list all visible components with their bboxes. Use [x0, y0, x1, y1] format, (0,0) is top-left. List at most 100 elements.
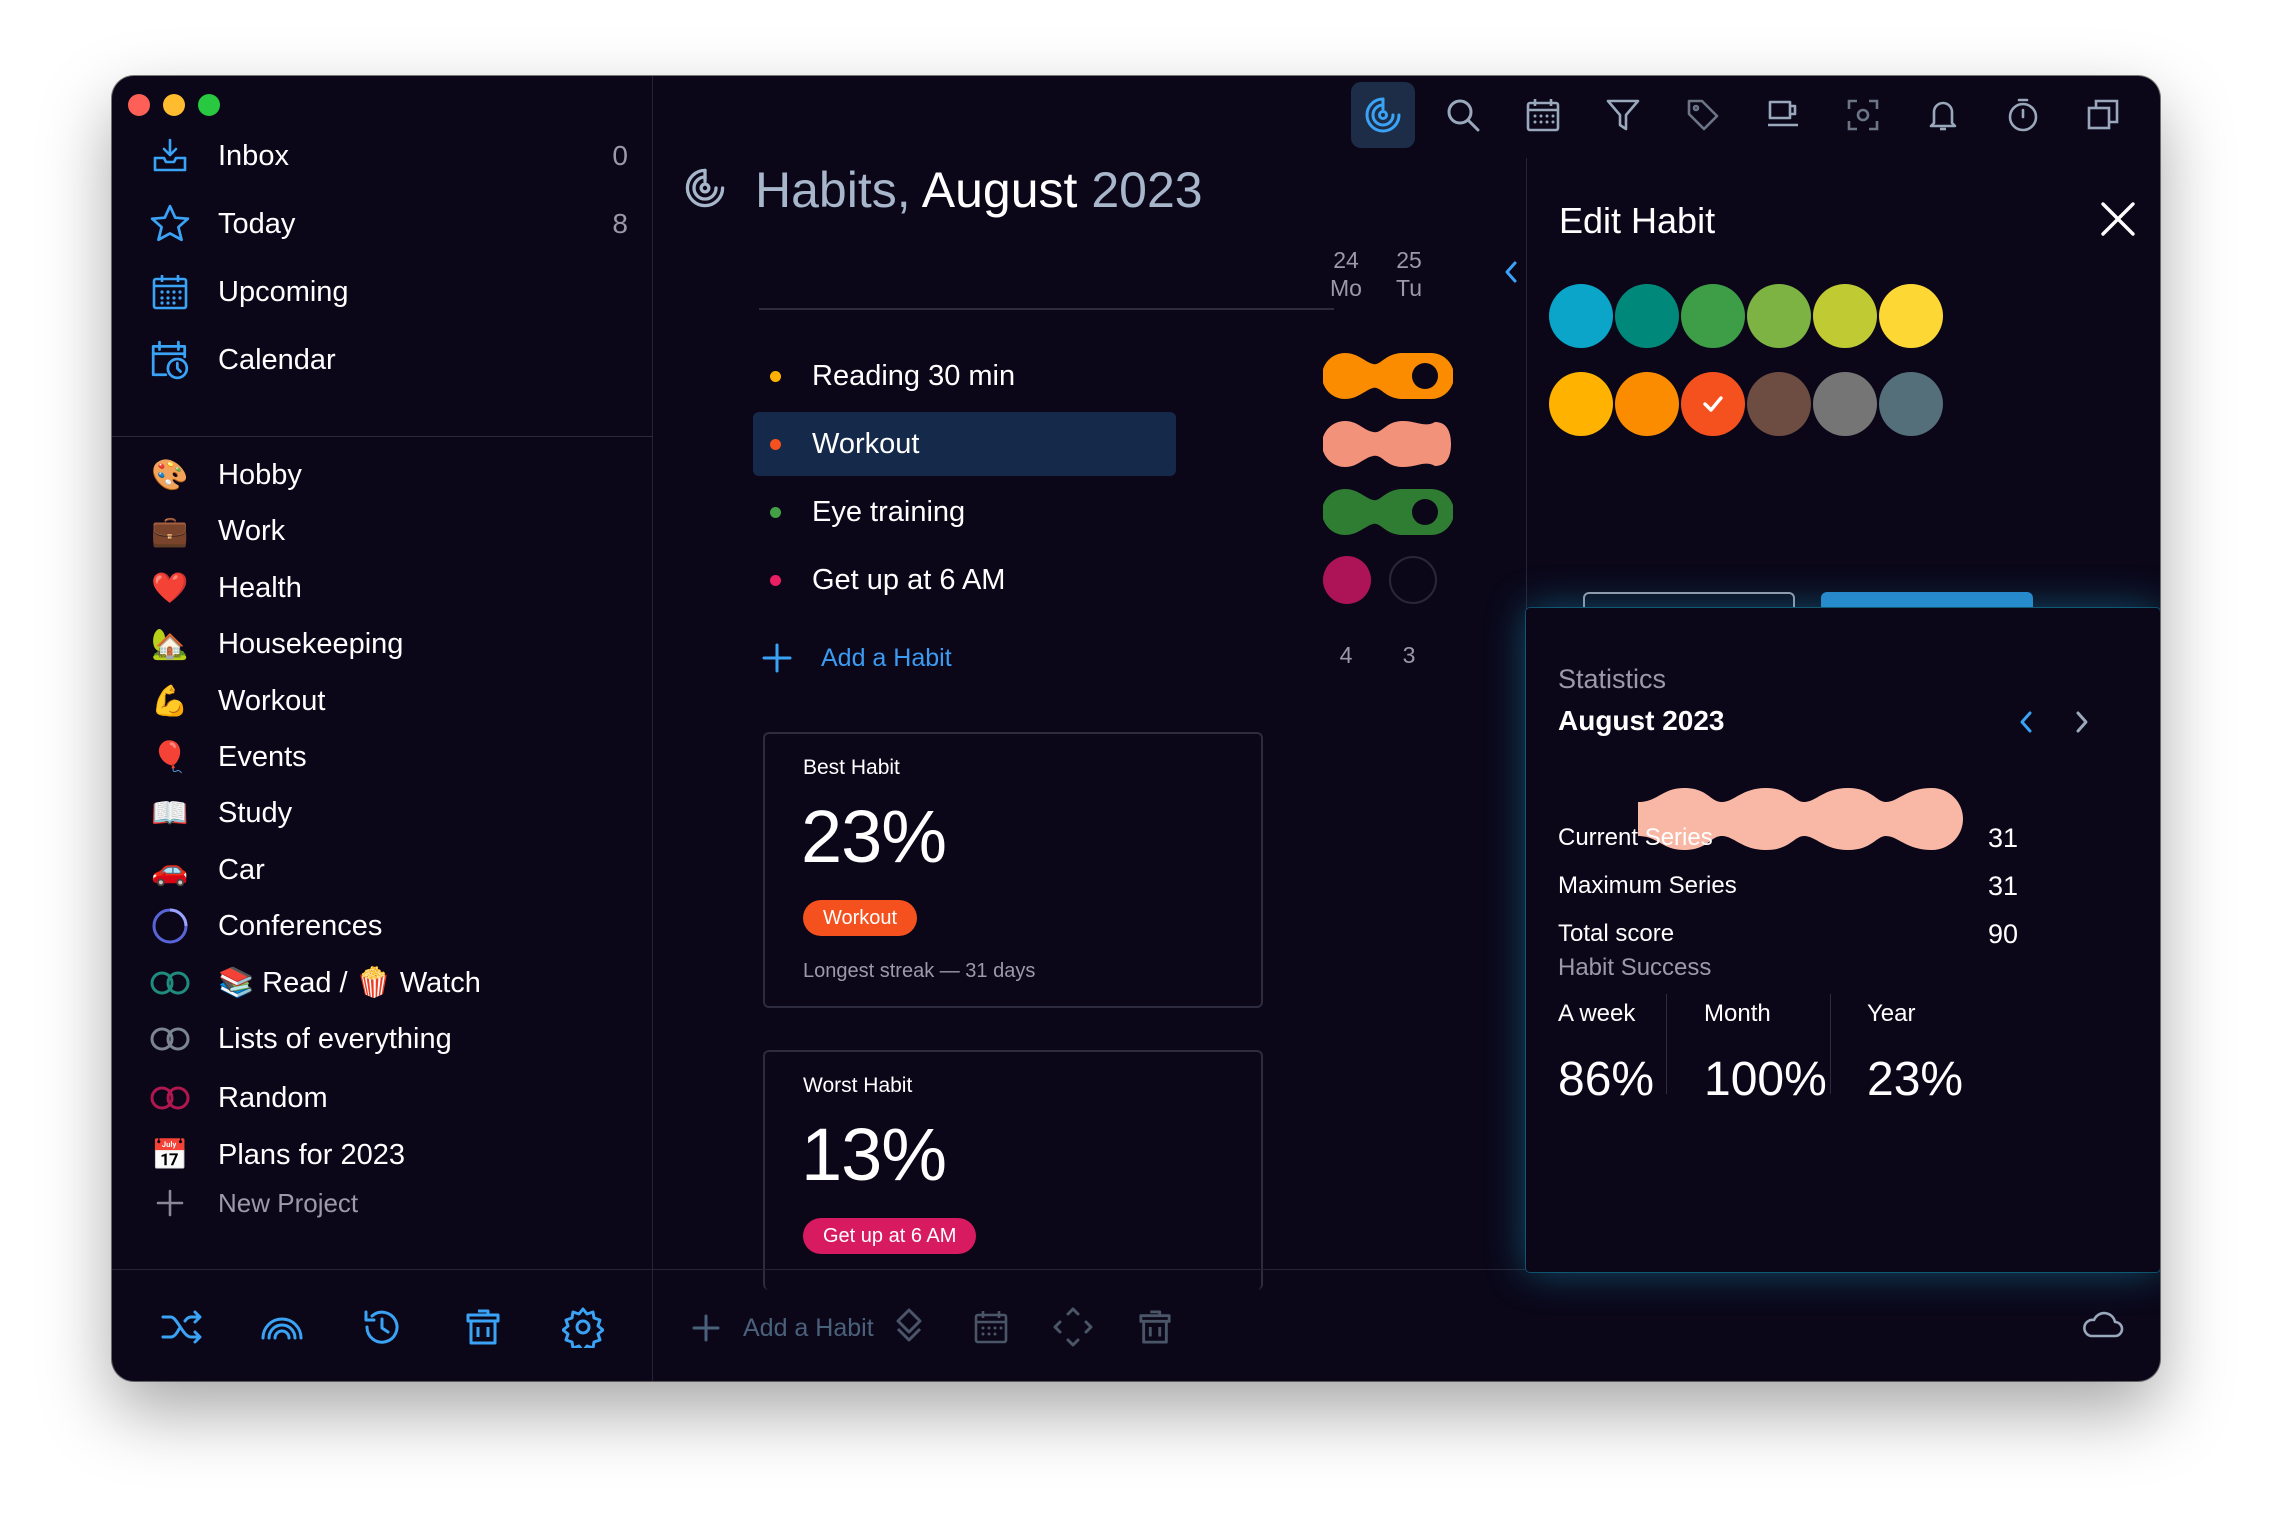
cloud-sync-icon[interactable] [2080, 1308, 2124, 1348]
sidebar-project-work[interactable]: 💼 Work [148, 504, 285, 558]
copy-icon[interactable] [2071, 82, 2135, 148]
toolbar [1351, 82, 2135, 148]
reorder-icon[interactable] [886, 1304, 932, 1350]
sidebar-project-read-watch[interactable]: 📚 Read / 🍿 Watch [148, 956, 481, 1010]
page-title: Habits, August 2023 [683, 150, 1203, 230]
rainbow-icon[interactable] [258, 1303, 306, 1351]
sidebar-project-lists[interactable]: Lists of everything [148, 1012, 452, 1066]
success-value: 86% [1558, 1053, 1655, 1106]
sidebar: Inbox 0 Today 8 Upcoming Calendar 🎨 Ho [112, 76, 653, 1381]
search-icon[interactable] [1431, 82, 1495, 148]
trash-icon[interactable] [1132, 1304, 1178, 1350]
filter-icon[interactable] [1591, 82, 1655, 148]
zoom-window-button[interactable] [198, 94, 220, 116]
trash-icon[interactable] [459, 1303, 507, 1351]
next-month-button[interactable] [2064, 704, 2100, 740]
best-habit-percent: 23% [801, 795, 947, 878]
day-total: 4 [1339, 642, 1353, 668]
day-of-week: Tu [1396, 275, 1422, 301]
sidebar-project-random[interactable]: Random [148, 1071, 328, 1125]
shuffle-icon[interactable] [158, 1303, 206, 1351]
minimize-window-button[interactable] [163, 94, 185, 116]
history-icon[interactable] [358, 1303, 406, 1351]
sidebar-project-health[interactable]: ❤️ Health [148, 561, 302, 615]
color-swatch[interactable] [1615, 372, 1679, 436]
briefcase-icon: 💼 [151, 514, 189, 548]
sidebar-project-car[interactable]: 🚗 Car [148, 843, 264, 897]
bell-icon[interactable] [1911, 82, 1975, 148]
color-swatch[interactable] [1549, 284, 1613, 348]
habit-row[interactable]: Get up at 6 AM [753, 548, 1176, 612]
color-swatch[interactable] [1549, 372, 1613, 436]
habit-color-dot [770, 506, 781, 518]
move-icon[interactable] [1050, 1304, 1096, 1350]
book-icon: 📖 [151, 796, 189, 830]
sidebar-project-events[interactable]: 🎈 Events [148, 730, 306, 784]
muscle-icon: 💪 [151, 684, 189, 718]
sidebar-item-calendar[interactable]: Calendar [148, 330, 628, 390]
habit-row[interactable]: Workout [753, 412, 1176, 476]
plus-icon [762, 643, 792, 673]
sidebar-project-hobby[interactable]: 🎨 Hobby [148, 448, 302, 502]
sidebar-item-today[interactable]: Today 8 [148, 194, 628, 254]
stat-label: Current Series [1558, 824, 1713, 851]
success-year: Year 23% [1867, 1000, 1963, 1107]
project-label: Study [218, 796, 293, 829]
color-swatch[interactable] [1813, 284, 1877, 348]
color-swatch[interactable] [1615, 284, 1679, 348]
title-prefix: Habits, [755, 162, 911, 218]
new-project-label: New Project [218, 1187, 359, 1218]
area-rings-icon [148, 1076, 192, 1120]
calendar-clock-icon [148, 338, 192, 382]
color-swatch[interactable] [1681, 284, 1745, 348]
prev-month-button[interactable] [2008, 704, 2044, 740]
worst-habit-percent: 13% [801, 1113, 947, 1196]
habit-row[interactable]: Eye training [753, 480, 1176, 544]
sidebar-project-housekeeping[interactable]: 🏡 Housekeeping [148, 617, 403, 671]
edit-habit-panel: Edit Habit Cancel Save [1526, 158, 2160, 688]
close-icon[interactable] [2097, 198, 2139, 240]
settings-icon[interactable] [559, 1303, 607, 1351]
sidebar-item-inbox[interactable]: Inbox 0 [148, 126, 628, 186]
heart-icon: ❤️ [151, 571, 189, 605]
sidebar-project-plans[interactable]: 📅 Plans for 2023 [148, 1128, 405, 1182]
coffee-icon[interactable] [1751, 82, 1815, 148]
habit-streak-track[interactable] [1323, 484, 1453, 540]
tag-icon[interactable] [1671, 82, 1735, 148]
worst-habit-card: Worst Habit 13% Get up at 6 AM [763, 1050, 1263, 1290]
day-number: 24 [1333, 247, 1359, 273]
timer-icon[interactable] [1991, 82, 2055, 148]
color-swatch[interactable] [1747, 284, 1811, 348]
habit-row[interactable]: Reading 30 min [753, 344, 1176, 408]
habits-icon[interactable] [1351, 82, 1415, 148]
calendar-icon[interactable] [1511, 82, 1575, 148]
close-window-button[interactable] [128, 94, 150, 116]
habit-badge: Get up at 6 AM [803, 1218, 977, 1254]
sidebar-item-upcoming[interactable]: Upcoming [148, 262, 628, 322]
habit-streak-track[interactable] [1323, 552, 1453, 608]
color-swatch[interactable] [1813, 372, 1877, 436]
habit-badge: Workout [803, 900, 918, 936]
chevron-left-icon [2020, 711, 2032, 733]
statistics-panel: Statistics August 2023 Current Series 31… [1526, 608, 2160, 1272]
success-value: 100% [1704, 1053, 1827, 1106]
habit-streak-track[interactable] [1323, 416, 1453, 472]
prev-days-button[interactable] [1491, 252, 1531, 292]
sidebar-project-conferences[interactable]: Conferences [148, 899, 382, 953]
sidebar-project-study[interactable]: 📖 Study [148, 786, 292, 840]
house-icon: 🏡 [151, 627, 189, 661]
stat-row: Total score 90 [1558, 914, 2018, 954]
add-habit-button[interactable]: Add a Habit [761, 638, 952, 678]
app-window: Inbox 0 Today 8 Upcoming Calendar 🎨 Ho [112, 76, 2160, 1381]
habit-streak-track[interactable] [1323, 348, 1453, 404]
new-project-button[interactable]: New Project [148, 1175, 358, 1231]
calendar-icon[interactable] [968, 1304, 1014, 1350]
habit-label: Workout [812, 427, 920, 460]
color-swatch[interactable] [1879, 372, 1943, 436]
color-swatch[interactable] [1747, 372, 1811, 436]
color-swatch[interactable] [1879, 284, 1943, 348]
focus-icon[interactable] [1831, 82, 1895, 148]
sidebar-project-workout[interactable]: 💪 Workout [148, 674, 325, 728]
color-swatch-selected[interactable] [1681, 372, 1745, 436]
add-habit-footer-button[interactable]: Add a Habit [691, 1306, 874, 1350]
